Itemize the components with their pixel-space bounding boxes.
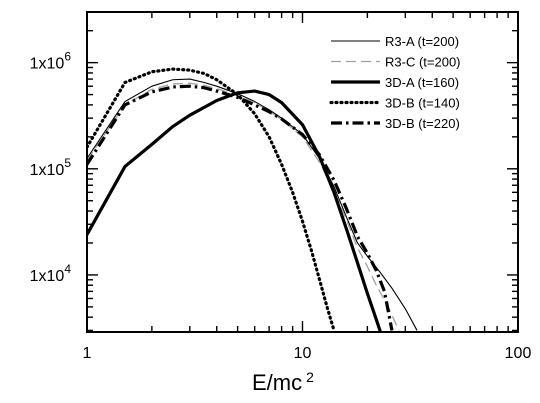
x-axis-title-superscript: 2 (306, 369, 314, 385)
series-line-3d-a-t-160 (87, 89, 382, 332)
series-line-r3-c-t-200 (87, 82, 400, 331)
legend-label-3d-b-t-140: 3D-B (t=140) (385, 96, 460, 111)
y-tick-exponent: 5 (64, 156, 71, 170)
y-tick-labels: 1x104 1x105 1x106 (30, 50, 72, 285)
y-tick-label: 1x105 (30, 156, 72, 179)
x-tick-labels: 1 10 100 (83, 345, 532, 362)
ticks-layer (86, 11, 518, 332)
series-line-3d-b-t-140 (87, 67, 336, 332)
series-layer (87, 67, 418, 332)
series-line-3d-b-t-220 (87, 84, 394, 331)
y-tick-label: 1x104 (30, 262, 72, 285)
x-tick-label: 10 (294, 345, 312, 362)
y-tick-label: 1x106 (30, 50, 72, 73)
x-tick-label: 100 (505, 345, 532, 362)
x-axis-title: E/mc 2 (252, 369, 314, 395)
legend-label-3d-a-t-160: 3D-A (t=160) (385, 75, 459, 90)
y-tick-exponent: 4 (64, 262, 71, 276)
legend: R3-A (t=200) R3-C (t=200) 3D-A (t=160) 3D-B… (329, 34, 461, 131)
y-tick-exponent: 6 (64, 50, 71, 64)
legend-label-r3-c-t-200: R3-C (t=200) (385, 55, 461, 70)
legend-label-3d-b-t-220: 3D-B (t=220) (385, 116, 460, 131)
x-tick-label: 1 (83, 345, 92, 362)
legend-label-r3-a-t-200: R3-A (t=200) (385, 34, 459, 49)
